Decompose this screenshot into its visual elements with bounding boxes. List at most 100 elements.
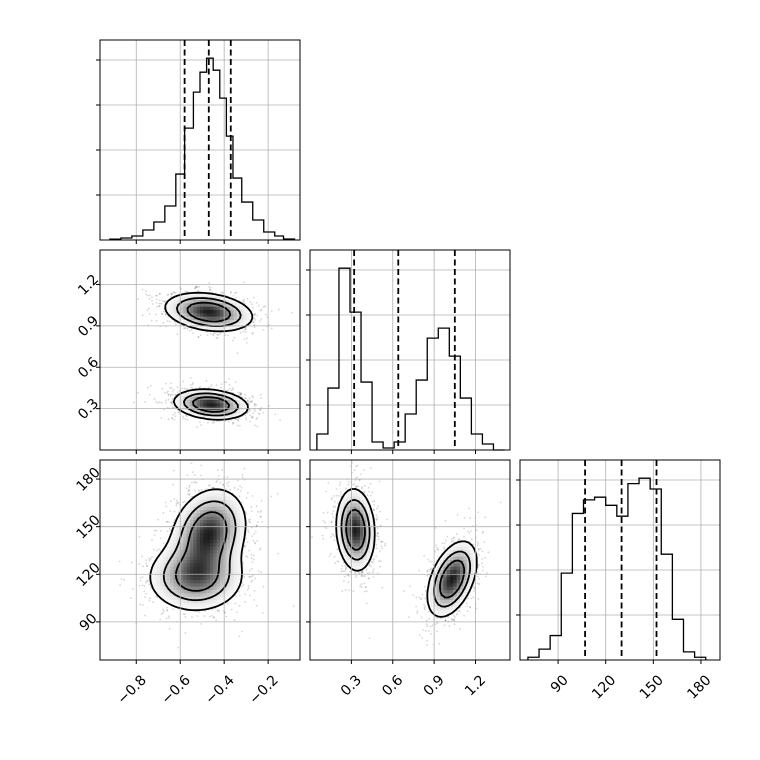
- scatter-point: [169, 529, 172, 532]
- scatter-point: [224, 488, 227, 491]
- scatter-point: [211, 421, 214, 424]
- density-cell: [220, 573, 224, 577]
- density-cell: [156, 583, 161, 587]
- density-cell: [190, 573, 194, 577]
- density-cell: [196, 403, 201, 407]
- scatter-point: [177, 410, 180, 412]
- scatter-point: [217, 475, 220, 477]
- density-cell: [213, 313, 217, 317]
- scatter-point: [254, 318, 257, 321]
- scatter-point: [145, 592, 148, 595]
- density-cell: [233, 503, 237, 507]
- scatter-panel: [311, 461, 502, 646]
- scatter-point: [412, 594, 415, 596]
- density-cell: [163, 590, 167, 594]
- density-cell: [196, 573, 201, 577]
- density-cell: [206, 533, 211, 537]
- scatter-point: [470, 597, 473, 600]
- scatter-point: [170, 403, 173, 405]
- density-cell: [230, 586, 234, 591]
- density-cell: [196, 293, 201, 297]
- scatter-point: [249, 300, 252, 303]
- scatter-point: [184, 327, 187, 330]
- density-cell: [213, 400, 217, 404]
- density-cell: [200, 400, 204, 404]
- density-cell: [153, 576, 157, 581]
- scatter-point: [233, 336, 236, 339]
- density-cell: [226, 586, 231, 591]
- density-cell: [183, 593, 187, 597]
- density-cell: [226, 496, 231, 501]
- scatter-point: [250, 510, 253, 513]
- scatter-point: [155, 401, 158, 403]
- scatter-point: [257, 521, 260, 523]
- scatter-point: [236, 611, 238, 614]
- density-cell: [206, 540, 211, 544]
- scatter-point: [236, 352, 239, 355]
- scatter-point: [166, 320, 169, 323]
- scatter-point: [208, 288, 211, 291]
- scatter-point: [138, 584, 141, 587]
- density-cell: [213, 403, 217, 407]
- density-cell: [190, 583, 194, 587]
- scatter-point: [239, 393, 241, 396]
- density-cell: [200, 550, 204, 554]
- density-cell: [216, 600, 221, 604]
- scatter-point: [482, 565, 484, 568]
- scatter-point: [257, 304, 260, 307]
- density-cell: [183, 590, 187, 594]
- scatter-point: [232, 421, 235, 424]
- density-cell: [183, 306, 187, 311]
- scatter-point: [255, 524, 258, 527]
- density-cell: [193, 583, 197, 587]
- scatter-point: [250, 553, 253, 556]
- density-cell: [230, 583, 234, 587]
- density-cell: [170, 546, 174, 551]
- scatter-point: [138, 536, 141, 538]
- density-cell: [216, 550, 221, 554]
- scatter-point: [171, 406, 174, 409]
- scatter-point: [246, 297, 249, 300]
- scatter-point: [277, 308, 280, 311]
- density-cell: [233, 556, 237, 561]
- scatter-point: [227, 485, 230, 488]
- density-cell: [166, 573, 171, 577]
- scatter-point: [160, 417, 163, 419]
- scatter-point: [255, 604, 258, 607]
- density-cell: [233, 316, 237, 321]
- density-cell: [206, 600, 211, 604]
- density-cell: [210, 570, 214, 574]
- scatter-point: [158, 305, 161, 307]
- scatter-point: [213, 616, 216, 619]
- density-cell: [210, 603, 214, 607]
- density-cell: [236, 303, 241, 307]
- density-cell: [216, 540, 221, 544]
- density-cell: [210, 553, 214, 557]
- scatter-point: [227, 389, 229, 391]
- scatter-point: [186, 474, 189, 477]
- density-cell: [203, 543, 207, 547]
- scatter-point: [139, 603, 142, 606]
- scatter-point: [251, 306, 254, 309]
- x-tick-label: 120: [589, 672, 619, 702]
- density-cell: [220, 493, 224, 497]
- scatter-point: [251, 395, 254, 397]
- density-cell: [210, 563, 214, 567]
- scatter-point: [246, 541, 249, 544]
- scatter-point: [148, 307, 150, 310]
- density-cell: [156, 570, 161, 574]
- density-cell: [190, 396, 194, 401]
- scatter-point: [279, 419, 281, 422]
- scatter-point: [197, 289, 200, 292]
- density-cell: [236, 576, 241, 581]
- density-cell: [240, 516, 244, 521]
- scatter-point: [182, 380, 185, 383]
- density-cell: [160, 556, 164, 561]
- scatter-point: [215, 481, 218, 484]
- scatter-point: [237, 488, 239, 491]
- density-cell: [213, 536, 217, 541]
- scatter-point: [255, 418, 258, 420]
- density-cell: [193, 570, 197, 574]
- scatter-point: [207, 421, 209, 424]
- scatter-point: [153, 534, 156, 536]
